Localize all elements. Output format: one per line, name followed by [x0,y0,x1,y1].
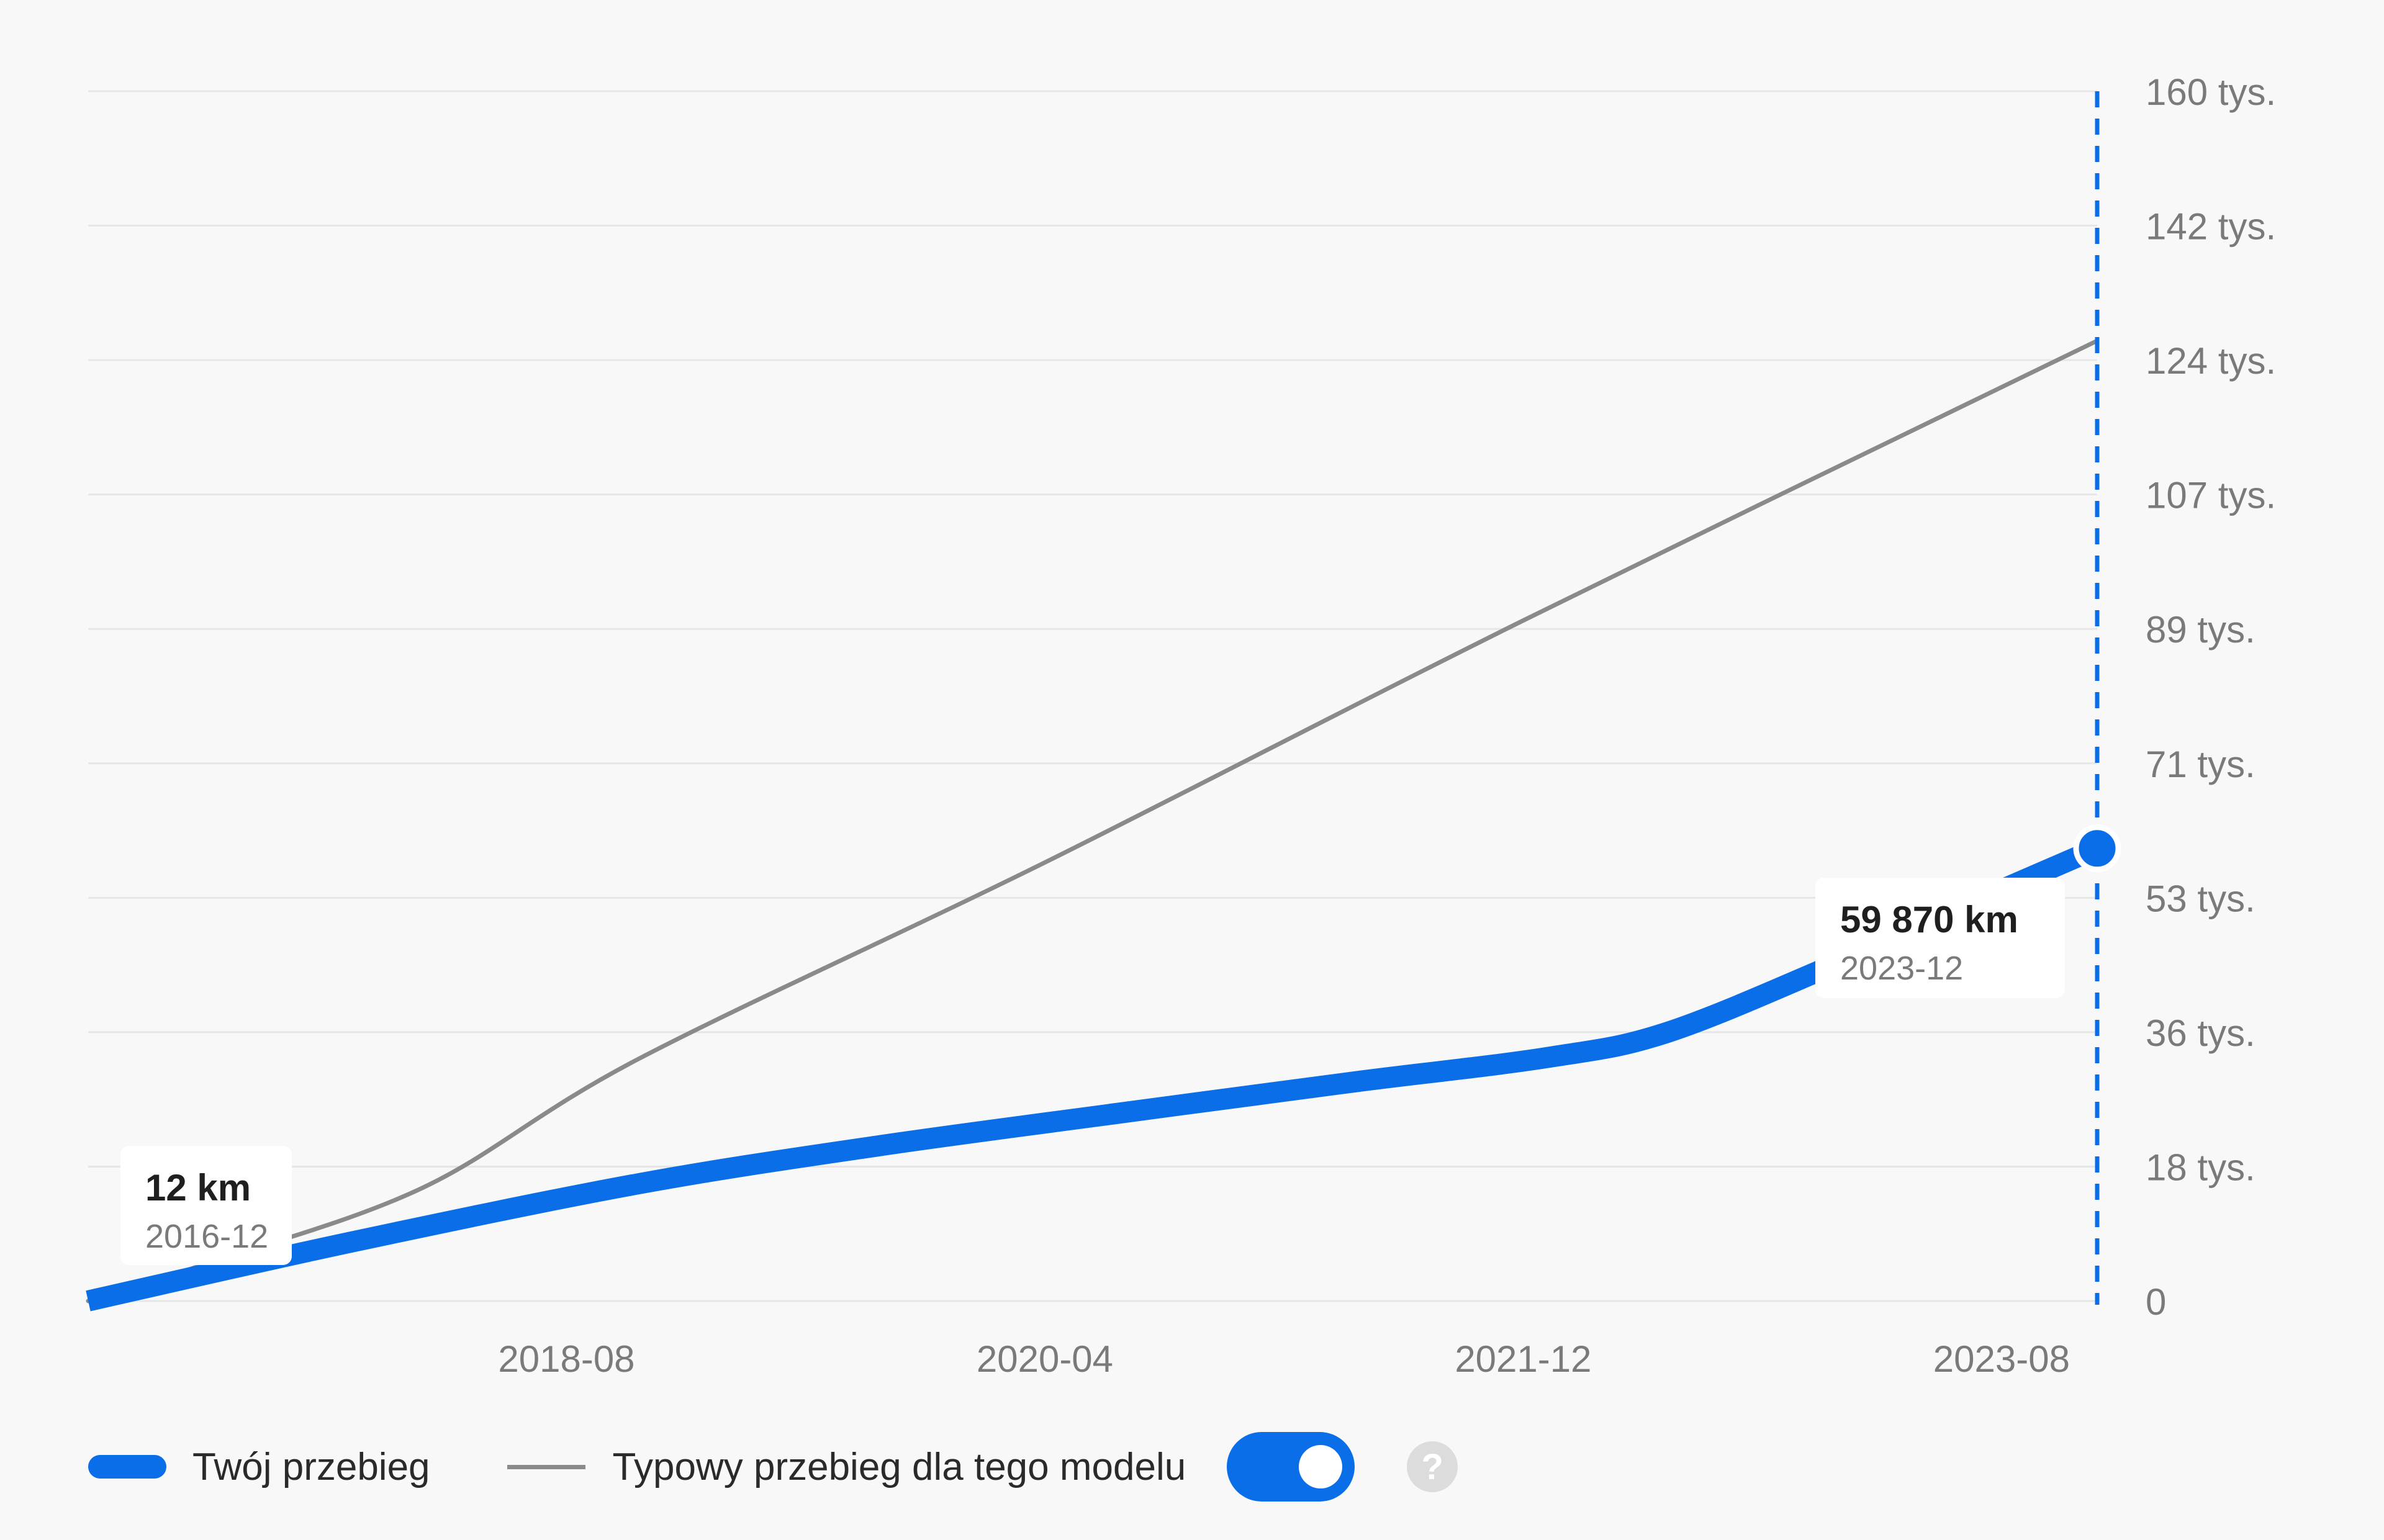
y-tick-label: 107 tys. [2146,475,2276,516]
tooltip-value: 12 km [145,1167,251,1209]
y-tick-label: 18 tys. [2146,1146,2255,1188]
y-tick-label: 71 tys. [2146,744,2255,785]
typical-mileage-toggle[interactable] [1227,1432,1355,1502]
legend-swatch-typical [507,1464,585,1469]
legend-label-typical: Typowy przebieg dla tego modelu [612,1445,1186,1488]
legend-swatch-own [88,1455,166,1479]
highlight-point [2073,824,2121,873]
grid-lines [88,90,2097,1302]
y-tick-label: 89 tys. [2146,609,2255,651]
y-axis-ticks: 0 18 tys. 36 tys. 53 tys. 71 tys. 89 tys. 107 … [2146,71,2276,1323]
x-tick-label: 2021-12 [1455,1338,1591,1380]
x-tick-label: 2018-08 [498,1338,634,1380]
y-tick-label: 124 tys. [2146,340,2276,382]
marker-layer [2073,91,2121,1305]
toggle-knob [1299,1445,1343,1488]
series-layer [86,338,2102,1312]
x-tick-label: 2020-04 [977,1338,1113,1380]
x-tick-label: 2023-08 [1933,1338,2070,1380]
legend: Twój przebieg Typowy przebieg dla tego m… [88,1428,1458,1506]
tooltip-layer: 12 km 2016-12 59 870 km 2023-12 [120,878,2065,1265]
series-typical-line [86,338,2100,1304]
help-icon[interactable]: ? [1407,1441,1458,1492]
y-tick-label: 53 tys. [2146,878,2255,919]
y-tick-label: 36 tys. [2146,1012,2255,1054]
y-tick-label: 0 [2146,1281,2166,1323]
tooltip-value: 59 870 km [1840,899,2018,940]
tooltip-box [1815,878,2065,998]
tooltip-box [120,1146,292,1265]
tooltip-start: 12 km 2016-12 [120,1146,292,1265]
y-tick-label: 160 tys. [2146,71,2276,113]
x-axis-ticks: 2018-08 2020-04 2021-12 2023-08 [498,1338,2070,1380]
tooltip-date: 2016-12 [145,1218,268,1255]
tooltip-end: 59 870 km 2023-12 [1815,878,2065,998]
legend-label-own: Twój przebieg [192,1445,430,1488]
tooltip-date: 2023-12 [1840,950,1963,987]
y-tick-label: 142 tys. [2146,206,2276,248]
series-own-line [86,839,2102,1312]
